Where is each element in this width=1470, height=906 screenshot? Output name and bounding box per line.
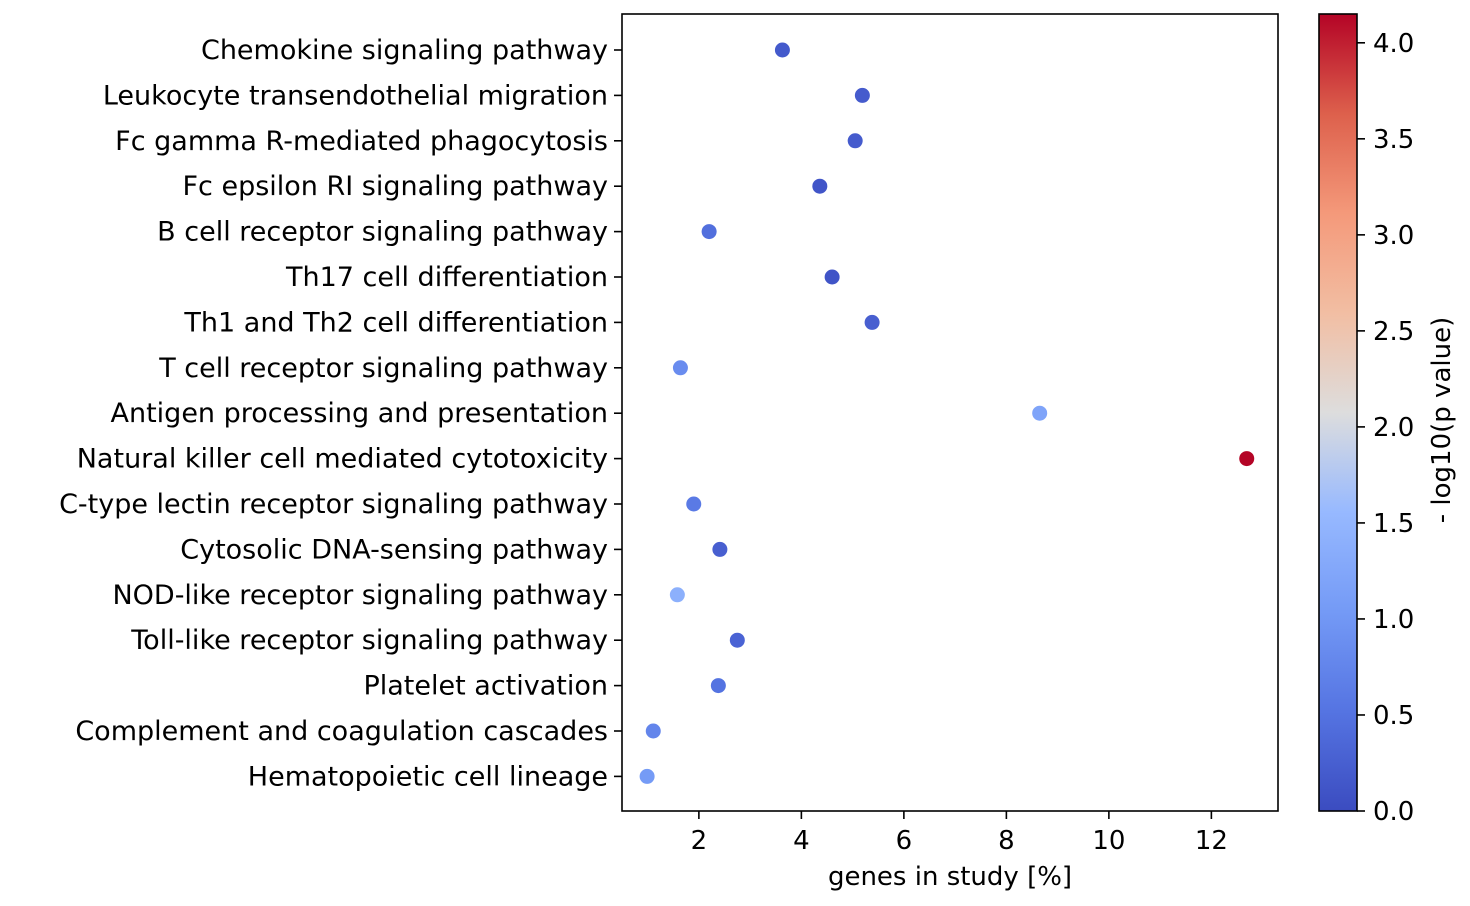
y-tick-label: C-type lectin receptor signaling pathway xyxy=(59,489,608,520)
colorbar-ticks: 0.0 0.5 1.0 1.5 2.0 2.5 3.0 3.5 4.0 xyxy=(1357,29,1414,827)
colorbar-tick-label: 0.5 xyxy=(1373,701,1414,731)
y-tick-label: Hematopoietic cell lineage xyxy=(248,761,608,792)
y-tick-label: Cytosolic DNA-sensing pathway xyxy=(180,534,608,565)
y-tick-label: Th17 cell differentiation xyxy=(285,262,608,293)
colorbar-tick-label: 2.5 xyxy=(1373,317,1414,347)
y-tick-label: Natural killer cell mediated cytotoxicit… xyxy=(77,444,608,475)
scatter-point xyxy=(701,224,717,240)
scatter-point xyxy=(669,587,685,603)
scatter-point xyxy=(639,768,655,784)
y-tick-label: Platelet activation xyxy=(363,671,608,702)
colorbar xyxy=(1318,13,1358,812)
scatter-point xyxy=(774,42,790,58)
x-axis-ticks: 2 4 6 8 10 12 xyxy=(691,811,1228,856)
y-tick-label: B cell receptor signaling pathway xyxy=(157,217,608,248)
y-tick-label: Leukocyte transendothelial migration xyxy=(103,80,608,111)
scatter-point xyxy=(672,360,688,376)
x-tick-label: 6 xyxy=(896,826,913,856)
colorbar-tick-label: 3.0 xyxy=(1373,221,1414,251)
x-axis-label: genes in study [%] xyxy=(828,862,1072,892)
y-tick-label: Th1 and Th2 cell differentiation xyxy=(183,307,608,338)
colorbar-label: - log10(p value) xyxy=(1427,317,1457,523)
scatter-point xyxy=(1032,405,1048,421)
y-tick-label: Toll-like receptor signaling pathway xyxy=(130,625,608,656)
scatter-point xyxy=(729,632,745,648)
scatter-point xyxy=(864,314,880,330)
y-tick-label: Fc epsilon RI signaling pathway xyxy=(183,171,609,202)
x-tick-label: 12 xyxy=(1195,826,1228,856)
scatter-point xyxy=(854,87,870,103)
y-tick-label: Chemokine signaling pathway xyxy=(201,35,608,66)
scatter-point xyxy=(824,269,840,285)
y-tick-label: NOD-like receptor signaling pathway xyxy=(112,580,608,611)
x-tick-label: 4 xyxy=(793,826,810,856)
scatter-point xyxy=(710,678,726,694)
y-tick-label: Fc gamma R-mediated phagocytosis xyxy=(115,126,608,157)
scatter-point xyxy=(1239,451,1255,467)
y-tick-label: Antigen processing and presentation xyxy=(111,398,608,429)
colorbar-tick-label: 0.0 xyxy=(1373,797,1414,827)
colorbar-tick-label: 2.0 xyxy=(1373,413,1414,443)
y-tick-label: T cell receptor signaling pathway xyxy=(158,353,608,384)
scatter-points xyxy=(639,42,1255,784)
scatter-point xyxy=(686,496,702,512)
colorbar-tick-label: 4.0 xyxy=(1373,29,1414,59)
colorbar-tick-label: 1.0 xyxy=(1373,605,1414,635)
scatter-point xyxy=(847,133,863,149)
x-tick-label: 10 xyxy=(1092,826,1125,856)
x-tick-label: 2 xyxy=(691,826,708,856)
scatter-point xyxy=(812,178,828,194)
y-tick-label: Complement and coagulation cascades xyxy=(75,716,608,747)
y-axis-ticks: Chemokine signaling pathway Leukocyte tra… xyxy=(59,35,622,792)
scatter-point xyxy=(645,723,661,739)
x-tick-label: 8 xyxy=(998,826,1015,856)
scatter-point xyxy=(712,541,728,557)
plot-area-frame xyxy=(621,13,1279,812)
colorbar-tick-label: 1.5 xyxy=(1373,509,1414,539)
colorbar-tick-label: 3.5 xyxy=(1373,125,1414,155)
